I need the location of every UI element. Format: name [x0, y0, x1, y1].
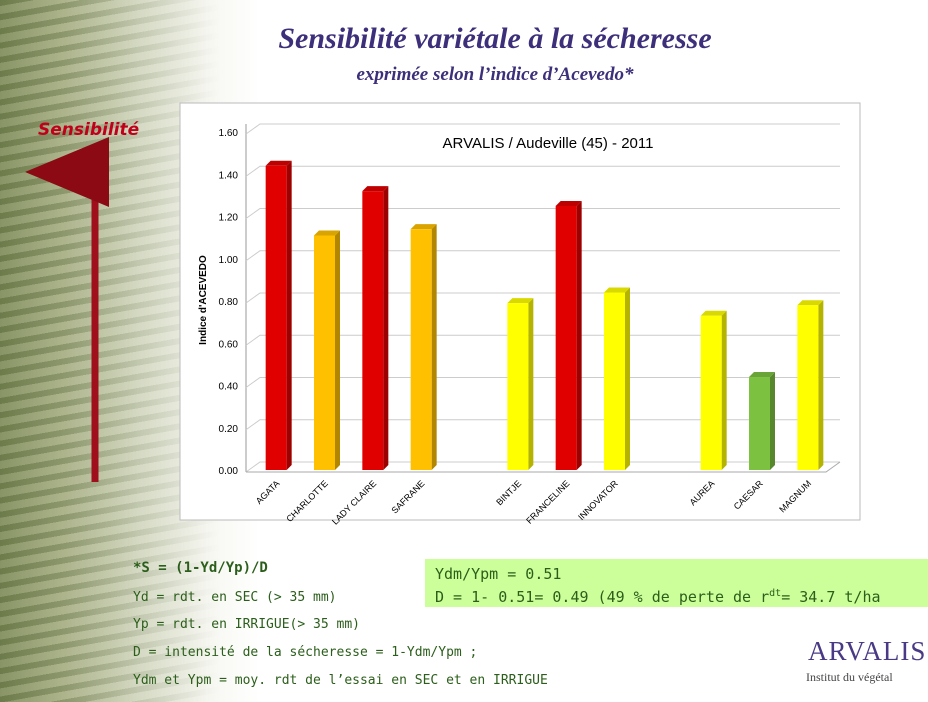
y-tick-label: 1.20 — [219, 213, 239, 224]
bar — [362, 191, 383, 470]
bar-side — [383, 186, 388, 470]
result-line: D = 1- 0.51= 0.49 (49 % de perte de rdt=… — [435, 584, 928, 607]
superscript: dt — [769, 588, 781, 599]
y-tick-label: 1.40 — [219, 170, 239, 181]
text: = 34.7 t/ha — [781, 588, 880, 606]
bar — [314, 236, 335, 470]
bar-side — [818, 300, 823, 470]
bar — [749, 377, 770, 470]
bar-side — [432, 224, 437, 470]
bar-side — [335, 231, 340, 470]
y-axis-label: Indice d'ACEVEDO — [198, 255, 209, 345]
y-tick-label: 0.80 — [219, 297, 239, 308]
bar-side — [625, 288, 630, 470]
y-tick-label: 0.40 — [219, 382, 239, 393]
bar — [797, 305, 818, 470]
bar-side — [722, 311, 727, 470]
note: Yp = rdt. en IRRIGUE(> 35 mm) — [133, 617, 360, 632]
y-tick-label: 1.60 — [219, 128, 239, 139]
slide: Sensibilité variétale à la sécheresse ex… — [0, 0, 928, 702]
logo-tagline: Institut du végétal — [806, 670, 893, 685]
bar-side — [770, 372, 775, 470]
bar-side — [577, 201, 582, 470]
logo-name: ARVALIS — [808, 636, 926, 667]
bar — [507, 303, 528, 470]
bar — [556, 206, 577, 470]
result-line: Ydm/Ypm = 0.51 — [435, 564, 928, 584]
bar — [604, 293, 625, 470]
note: Ydm et Ypm = moy. rdt de l’essai en SEC … — [133, 673, 548, 688]
note: D = intensité de la sécheresse = 1-Ydm/Y… — [133, 645, 477, 660]
chart-annotation: ARVALIS / Audeville (45) - 2011 — [443, 135, 654, 152]
bar — [701, 316, 722, 470]
y-tick-label: 0.60 — [219, 339, 239, 350]
y-tick-label: 1.00 — [219, 255, 239, 266]
y-tick-label: 0.20 — [219, 424, 239, 435]
bar-side — [528, 298, 533, 470]
text: D = 1- 0.51= 0.49 (49 % de perte de r — [435, 588, 769, 606]
bar-side — [287, 161, 292, 470]
y-tick-label: 0.00 — [219, 466, 239, 477]
result-box: Ydm/Ypm = 0.51 D = 1- 0.51= 0.49 (49 % d… — [425, 559, 928, 607]
bar — [266, 166, 287, 470]
note: Yd = rdt. en SEC (> 35 mm) — [133, 590, 337, 605]
bar — [411, 229, 432, 470]
note: *S = (1-Yd/Yp)/D — [133, 560, 268, 576]
